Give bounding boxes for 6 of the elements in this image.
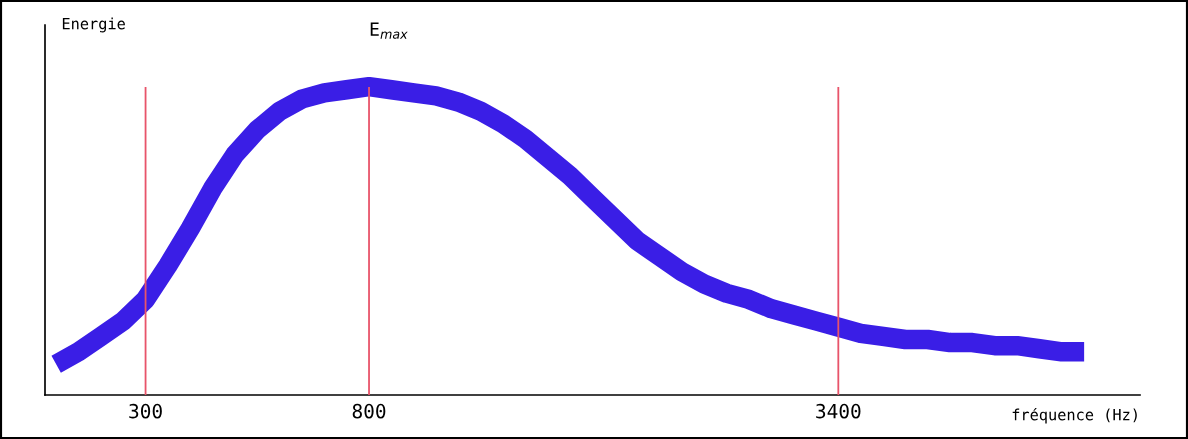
x-tick-label: 3400: [816, 403, 861, 419]
x-tick-label: 300: [129, 403, 162, 419]
annotation: E$_{max}$: [370, 22, 408, 39]
y-axis-title: Energie: [62, 17, 125, 33]
x-tick-label: 800: [352, 403, 386, 419]
x-axis-title: fréquence (Hz): [1012, 407, 1137, 424]
